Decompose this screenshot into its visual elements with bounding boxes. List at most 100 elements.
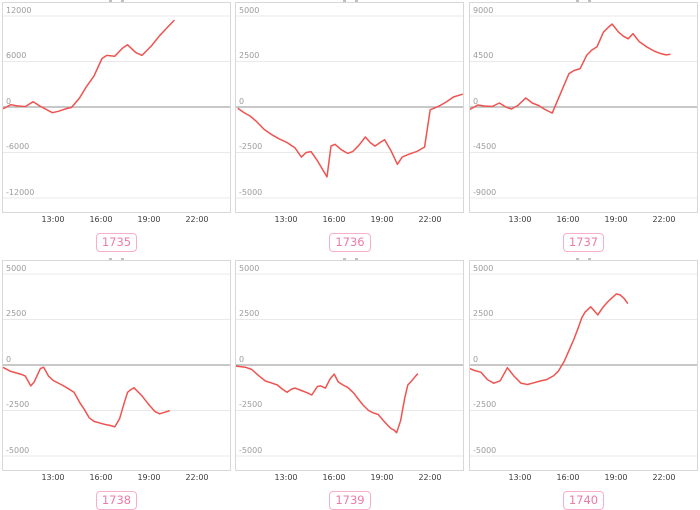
clipped-chart-title (0, 0, 233, 2)
clipped-title-fragment (342, 258, 346, 260)
chart-id-badge[interactable]: 1736 (329, 233, 371, 252)
clipped-title-fragment (576, 0, 579, 2)
y-tick-label: -9000 (473, 187, 497, 197)
y-tick-label: 2500 (6, 309, 27, 318)
x-axis-labels: 13:00 16:00 19:00 22:00 (470, 215, 700, 227)
clipped-title-fragment (354, 0, 358, 2)
x-tick-label: 13:00 (274, 215, 298, 224)
chart-plot-area: 9000 4500 0 -4500 -9000 (469, 2, 698, 213)
y-tick-label: 5000 (239, 263, 260, 273)
x-tick-label: 16:00 (89, 473, 113, 482)
x-tick-label: 16:00 (322, 473, 346, 482)
y-tick-label: 5000 (239, 5, 260, 15)
x-tick-label: 16:00 (322, 215, 346, 224)
chart-cell: 5000 2500 0 -2500 -5000 13:00 16:00 19:00 22:00… (233, 0, 467, 256)
line-chart-svg (470, 15, 697, 199)
line-chart-svg (470, 273, 697, 457)
y-tick-label: 6000 (6, 51, 27, 60)
y-tick-label: -6000 (6, 142, 30, 151)
x-axis-labels: 13:00 16:00 19:00 22:00 (3, 215, 233, 227)
y-tick-label: 12000 (6, 5, 32, 15)
x-tick-label: 19:00 (604, 473, 628, 482)
chart-plot-area: 5000 2500 0 -2500 -5000 (2, 260, 231, 471)
x-tick-label: 22:00 (652, 215, 676, 224)
chart-cell: 5000 2500 0 -2500 -5000 13:00 16:00 19:00 22:00… (0, 256, 233, 510)
y-tick-label: 9000 (473, 5, 494, 15)
chart-plot-area: 5000 2500 0 -2500 -5000 (235, 2, 464, 213)
x-tick-label: 13:00 (274, 473, 298, 482)
clipped-title-fragment (588, 0, 591, 2)
line-chart-svg (3, 273, 230, 457)
x-tick-label: 19:00 (137, 215, 161, 224)
data-line (237, 93, 463, 178)
clipped-title-fragment (588, 258, 591, 260)
x-axis-labels: 13:00 16:00 19:00 22:00 (3, 473, 233, 485)
chart-id-badge[interactable]: 1735 (95, 233, 138, 252)
clipped-title-fragment (121, 0, 124, 2)
badge-row: 1740 (467, 491, 700, 510)
clipped-title-fragment (109, 0, 112, 2)
clipped-title-fragment (121, 258, 124, 260)
x-tick-label: 19:00 (370, 215, 394, 224)
y-tick-label: -12000 (6, 187, 35, 197)
data-line (470, 293, 629, 386)
clipped-title-fragment (354, 258, 358, 260)
chart-id-badge[interactable]: 1739 (329, 491, 371, 510)
x-axis-labels: 13:00 16:00 19:00 22:00 (236, 473, 467, 485)
clipped-chart-title (233, 256, 467, 260)
y-tick-label: -5000 (239, 187, 263, 197)
data-line (236, 365, 419, 434)
clipped-chart-title (467, 0, 700, 2)
clipped-title-fragment (342, 0, 346, 2)
clipped-title-fragment (109, 258, 112, 260)
y-tick-label: 0 (6, 96, 12, 106)
y-tick-label: -5000 (239, 445, 263, 455)
badge-row: 1738 (0, 491, 233, 510)
y-tick-label: -5000 (473, 445, 497, 455)
chart-cell: 5000 2500 0 -2500 -5000 13:00 16:00 19:00 22:00… (233, 256, 467, 510)
chart-id-badge[interactable]: 1737 (562, 233, 605, 252)
badge-row: 1735 (0, 233, 233, 252)
chart-cell: 12000 6000 0 -6000 -12000 13:00 16:00 19:00 22:… (0, 0, 233, 256)
y-tick-label: 2500 (239, 309, 260, 318)
x-tick-label: 16:00 (89, 215, 113, 224)
x-tick-label: 22:00 (185, 473, 209, 482)
y-tick-label: 2500 (239, 51, 260, 60)
y-tick-label: 0 (239, 96, 245, 106)
y-tick-label: 5000 (6, 263, 27, 273)
y-tick-label: 0 (239, 354, 245, 364)
line-chart-svg (3, 15, 230, 199)
data-line (470, 23, 671, 114)
y-tick-label: -2500 (6, 400, 30, 409)
x-tick-label: 19:00 (370, 473, 394, 482)
y-tick-label: 4500 (473, 51, 494, 60)
chart-cell: 5000 2500 0 -2500 -5000 13:00 16:00 19:00 22:00… (467, 256, 700, 510)
chart-plot-area: 5000 2500 0 -2500 -5000 (469, 260, 698, 471)
x-tick-label: 19:00 (604, 215, 628, 224)
chart-plot-area: 5000 2500 0 -2500 -5000 (235, 260, 464, 471)
x-tick-label: 13:00 (508, 473, 532, 482)
y-tick-label: 2500 (473, 309, 494, 318)
y-tick-label: 5000 (473, 263, 494, 273)
x-tick-label: 22:00 (418, 215, 442, 224)
clipped-chart-title (0, 256, 233, 260)
y-tick-label: 0 (6, 354, 12, 364)
y-tick-label: 0 (473, 96, 479, 106)
x-tick-label: 13:00 (508, 215, 532, 224)
y-tick-label: -2500 (473, 400, 497, 409)
x-axis-labels: 13:00 16:00 19:00 22:00 (470, 473, 700, 485)
chart-id-badge[interactable]: 1738 (95, 491, 138, 510)
y-tick-label: -2500 (239, 142, 263, 151)
badge-row: 1737 (467, 233, 700, 252)
clipped-chart-title (467, 256, 700, 260)
x-tick-label: 13:00 (41, 473, 65, 482)
line-chart-svg (236, 15, 463, 199)
x-tick-label: 16:00 (556, 215, 580, 224)
chart-plot-area: 12000 6000 0 -6000 -12000 (2, 2, 231, 213)
y-tick-label: 0 (473, 354, 479, 364)
badge-row: 1736 (233, 233, 467, 252)
y-tick-label: -4500 (473, 142, 497, 151)
chart-id-badge[interactable]: 1740 (562, 491, 605, 510)
x-tick-label: 19:00 (137, 473, 161, 482)
